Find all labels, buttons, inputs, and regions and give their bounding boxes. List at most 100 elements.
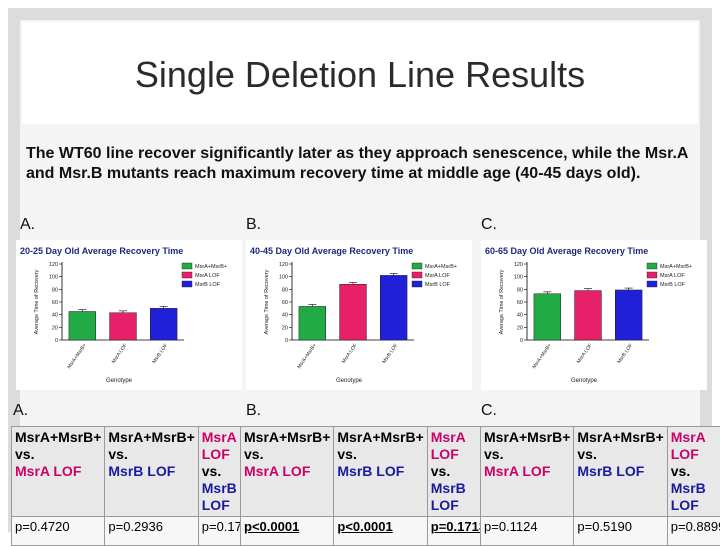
x-tick-label: MsrA+MsrB+ — [66, 343, 88, 370]
y-tick-label: 120 — [49, 262, 58, 268]
bar-1 — [299, 306, 326, 340]
legend-label: MsrB LOF — [660, 282, 686, 288]
chart-label-c: C. — [481, 216, 497, 234]
chart-title: 40-45 Day Old Average Recovery Time — [250, 246, 413, 256]
x-tick-label: MsrA+MsrB+ — [531, 343, 553, 370]
title-box: Single Deletion Line Results — [22, 22, 698, 124]
chart-b: 40-45 Day Old Average Recovery Time Avera… — [246, 240, 472, 390]
x-axis-label: Genotype — [106, 378, 133, 384]
comparison-text: MsrA+MsrB+ — [15, 429, 101, 446]
legend-swatch — [182, 272, 192, 278]
comparison-text: MsrA+MsrB+ — [484, 429, 570, 446]
comparison-text: MsrB LOF — [337, 463, 423, 480]
chart-label-b: B. — [246, 216, 261, 234]
x-tick-label: MsrA+MsrB+ — [296, 343, 318, 370]
comparison-text: vs. — [577, 446, 663, 463]
legend-label: MsrA+MsrB+ — [195, 264, 227, 270]
comparison-text: MsrA LOF — [671, 429, 720, 463]
comparison-text: vs. — [337, 446, 423, 463]
chart-label-a: A. — [20, 216, 35, 234]
legend-swatch — [182, 281, 192, 287]
comparison-text: MsrB LOF — [577, 463, 663, 480]
bar-2 — [340, 284, 367, 340]
y-tick-label: 100 — [49, 275, 58, 281]
legend-swatch — [412, 263, 422, 269]
y-tick-label: 60 — [517, 300, 523, 306]
y-axis-label: Average Time of Recovery — [34, 269, 40, 334]
y-tick-label: 80 — [52, 287, 58, 293]
comparison-text: MsrA LOF — [484, 463, 570, 480]
y-tick-label: 20 — [282, 325, 288, 331]
y-axis-label: Average Time of Recovery — [499, 269, 505, 334]
y-tick-label: 40 — [517, 313, 523, 319]
comparison-cell: MsrA+MsrB+vs.MsrB LOF — [334, 427, 427, 517]
x-axis-label: Genotype — [571, 378, 598, 384]
comparison-text: MsrB LOF — [431, 480, 486, 514]
table-label-c: C. — [481, 402, 497, 420]
comparison-text: vs. — [484, 446, 570, 463]
y-tick-label: 40 — [52, 313, 58, 319]
x-tick-label: MsrA LOF — [341, 343, 359, 365]
y-tick-label: 20 — [517, 325, 523, 331]
comparison-text: MsrA LOF — [431, 429, 486, 463]
pvalue-cell: p=0.5190 — [574, 517, 667, 546]
table-label-a: A. — [13, 402, 28, 420]
chart-title: 60-65 Day Old Average Recovery Time — [485, 246, 648, 256]
comparison-cell: MsrA+MsrB+vs.MsrA LOF — [481, 427, 574, 517]
y-tick-label: 80 — [282, 287, 288, 293]
pvalue-cell: p<0.0001 — [334, 517, 427, 546]
y-tick-label: 60 — [282, 300, 288, 306]
y-tick-label: 120 — [279, 262, 288, 268]
y-tick-label: 100 — [514, 275, 523, 281]
bar-3 — [380, 275, 407, 340]
comparison-text: vs. — [108, 446, 194, 463]
legend-label: MsrA+MsrB+ — [660, 264, 692, 270]
legend-label: MsrA LOF — [660, 273, 685, 279]
y-tick-label: 0 — [55, 338, 58, 344]
legend-swatch — [412, 281, 422, 287]
legend-label: MsrA LOF — [195, 273, 220, 279]
x-tick-label: MsrB LOF — [151, 343, 169, 365]
x-tick-label: MsrA LOF — [576, 343, 594, 365]
bar-3 — [150, 308, 177, 340]
comparison-text: MsrA+MsrB+ — [244, 429, 330, 446]
legend-swatch — [647, 281, 657, 287]
chart-svg: 40-45 Day Old Average Recovery Time Avera… — [246, 240, 472, 390]
pvalue-cell: p=0.4720 — [12, 517, 105, 546]
y-axis-label: Average Time of Recovery — [264, 269, 270, 334]
y-tick-label: 0 — [520, 338, 523, 344]
legend-label: MsrA LOF — [425, 273, 450, 279]
legend-swatch — [182, 263, 192, 269]
comparison-text: MsrA+MsrB+ — [577, 429, 663, 446]
legend-label: MsrB LOF — [425, 282, 451, 288]
chart-c: 60-65 Day Old Average Recovery Time Avera… — [481, 240, 707, 390]
comparison-cell: MsrA+MsrB+vs.MsrA LOF — [12, 427, 105, 517]
comparison-text: vs. — [431, 463, 486, 480]
pvalue-cell: p=0.8899 — [667, 517, 720, 546]
y-tick-label: 60 — [52, 300, 58, 306]
slide-title: Single Deletion Line Results — [22, 54, 698, 96]
bar-1 — [534, 294, 561, 340]
legend-label: MsrA+MsrB+ — [425, 264, 457, 270]
y-tick-label: 120 — [514, 262, 523, 268]
legend-swatch — [647, 272, 657, 278]
comparison-text: MsrB LOF — [108, 463, 194, 480]
legend-swatch — [412, 272, 422, 278]
table-label-b: B. — [246, 402, 261, 420]
x-tick-label: MsrB LOF — [616, 343, 634, 365]
bar-3 — [615, 290, 642, 340]
comparison-text: vs. — [671, 463, 720, 480]
y-tick-label: 80 — [517, 287, 523, 293]
comparison-cell: MsrA+MsrB+vs.MsrB LOF — [105, 427, 198, 517]
legend-swatch — [647, 263, 657, 269]
